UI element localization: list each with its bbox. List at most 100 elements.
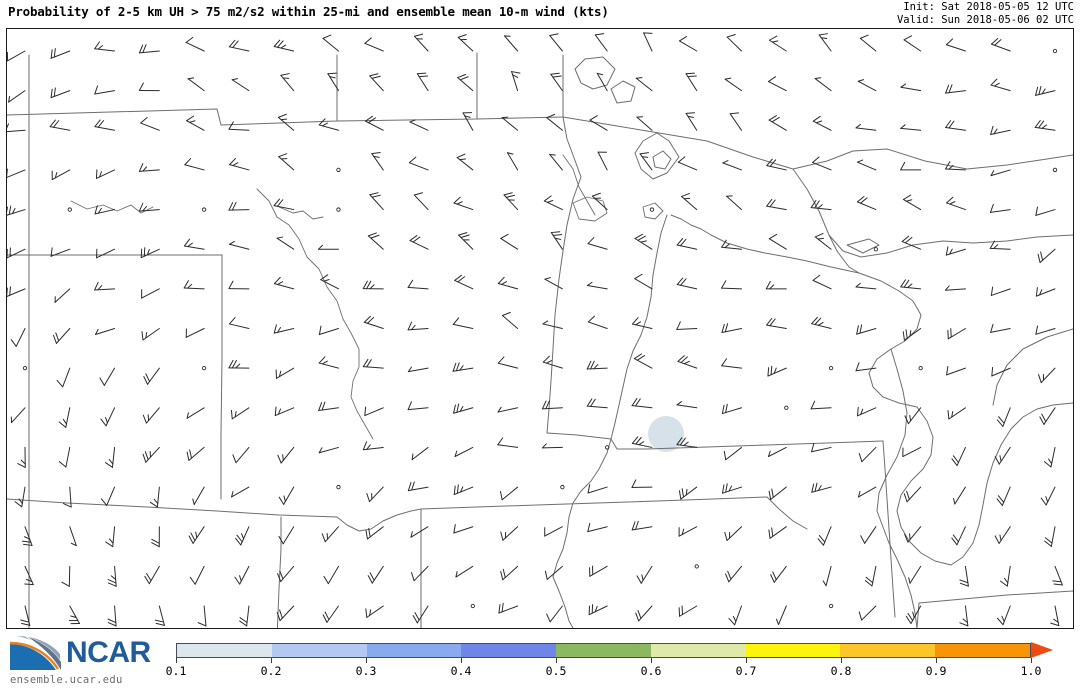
wind-barb-calm (201, 365, 207, 371)
wind-barb (143, 367, 160, 385)
wind-barb (678, 35, 698, 52)
wind-barb (8, 90, 26, 103)
wind-barb (1052, 565, 1063, 586)
wind-barb (951, 526, 966, 546)
wind-barb (107, 605, 117, 627)
wind-barb (902, 194, 922, 211)
wind-barb (996, 486, 1011, 506)
wind-barb (7, 286, 26, 298)
wind-barb (185, 36, 205, 52)
wind-barb (857, 406, 877, 417)
wind-barb (362, 441, 384, 451)
wind-barb (24, 565, 34, 586)
wind-barb (318, 401, 339, 412)
wind-barb (860, 526, 877, 544)
wind-barb (53, 328, 71, 344)
wind-barb (721, 280, 743, 290)
wind-barb (990, 169, 1011, 177)
wind-barb (989, 203, 1011, 213)
colorbar-tick-label-1: 0.2 (260, 664, 282, 678)
wind-barb (902, 328, 922, 341)
wind-barb (183, 280, 205, 290)
wind-barb (498, 602, 519, 614)
wind-barb (721, 358, 743, 369)
wind-barb (945, 120, 966, 131)
wind-barb (100, 486, 116, 506)
wind-barb-calm (873, 247, 879, 252)
colorbar-segment-3 (461, 644, 557, 657)
wind-barb (994, 526, 1011, 544)
wind-barb (549, 33, 563, 52)
wind-barb (58, 407, 71, 428)
wind-barb (855, 282, 877, 290)
map-panel[interactable] (6, 28, 1074, 629)
wind-barb (453, 196, 474, 211)
wind-barb (726, 195, 743, 211)
wind-barb (721, 483, 743, 494)
wind-barb (503, 35, 519, 52)
wind-barb (768, 35, 787, 52)
wind-barb (499, 486, 519, 501)
wind-barb (676, 238, 698, 250)
wind-barb (320, 274, 339, 290)
wind-barb (51, 169, 71, 181)
wind-barb (452, 317, 474, 329)
wind-barb (61, 565, 71, 587)
wind-barb (635, 77, 653, 92)
wind-barb (676, 277, 698, 290)
wind-barb (141, 288, 160, 299)
wind-barb (228, 317, 250, 329)
wind-barb (766, 317, 787, 329)
wind-barb (587, 522, 608, 533)
wind-barb (140, 117, 160, 131)
wind-barb-calm (336, 484, 341, 490)
wind-barb (274, 406, 295, 417)
wind-barb (189, 565, 205, 585)
wind-barb (94, 41, 116, 52)
wind-barb (597, 151, 608, 171)
wind-barb (944, 285, 966, 291)
wind-barb (506, 152, 519, 171)
wind-barb (990, 78, 1011, 92)
wind-barb (100, 407, 116, 427)
wind-barb (273, 276, 295, 290)
colorbar[interactable]: 0.1 0.2 0.3 0.4 0.5 0.6 0.7 0.8 0.9 1.0 (166, 642, 1056, 689)
wind-barb (542, 355, 563, 369)
wind-barb (280, 73, 295, 92)
wind-barb (544, 526, 563, 537)
wind-barb (1039, 407, 1056, 425)
wind-barb (550, 72, 563, 92)
wind-barb (364, 406, 384, 417)
wind-barb (20, 605, 31, 626)
wind-barb (589, 565, 608, 577)
wind-barb (7, 168, 26, 178)
colorbar-gradient[interactable] (176, 643, 1031, 658)
wind-barb (643, 32, 653, 52)
wind-barb (231, 486, 250, 498)
wind-barb (366, 486, 384, 503)
wind-barb (859, 34, 877, 52)
wind-barb (770, 565, 787, 583)
colorbar-segment-0 (177, 644, 272, 657)
wind-barb (945, 38, 966, 52)
ncar-logo[interactable]: NCAR ensemble.ucar.edu (4, 632, 164, 690)
wind-barb (811, 316, 832, 329)
wind-barb-calm (784, 405, 789, 410)
wind-barb (17, 446, 26, 468)
wind-barb (141, 328, 160, 341)
ncar-url: ensemble.ucar.edu (10, 674, 123, 686)
wind-barb (905, 605, 922, 624)
wind-barb (633, 353, 653, 369)
map-canvas[interactable] (7, 29, 1073, 628)
wind-barb (1038, 367, 1056, 384)
wind-barb (500, 233, 519, 250)
wind-barb (21, 526, 33, 546)
wind-barb (232, 446, 250, 464)
wind-barb-calm (22, 365, 28, 371)
wind-barb (454, 274, 474, 290)
colorbar-segment-4 (556, 644, 651, 657)
wind-barb (231, 78, 250, 92)
wind-barb (677, 355, 698, 369)
wind-barb (318, 118, 339, 131)
wind-barb (278, 153, 295, 171)
